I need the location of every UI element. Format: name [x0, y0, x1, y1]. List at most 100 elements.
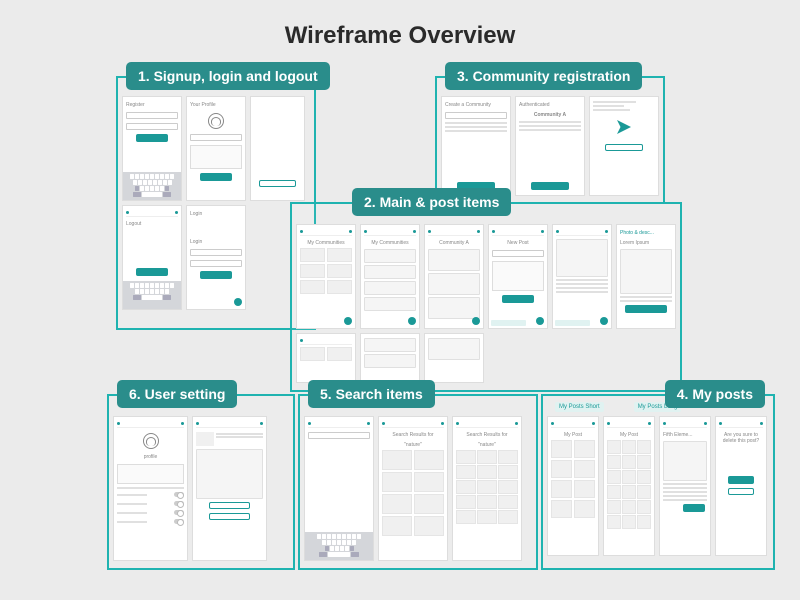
action-button [259, 180, 297, 187]
screen-settings-detail [192, 416, 267, 561]
section-my-posts: 4. My posts My Posts Short My Posts Long… [541, 394, 775, 570]
screen-new-post: New Post [488, 224, 548, 329]
text-line [519, 125, 581, 127]
screen-heading: Community A [428, 240, 480, 246]
text-line [556, 283, 608, 285]
screen-heading: My Communities [364, 240, 416, 246]
auth-button [531, 182, 568, 190]
screen-post-view: Fifth Eleme... [659, 416, 711, 556]
section-community-registration: 3. Community registration Create a Commu… [435, 76, 665, 204]
post-button [502, 295, 533, 303]
text-line [620, 296, 672, 298]
search-term: "nature" [382, 442, 444, 448]
fab-icon [600, 317, 608, 325]
text-line [519, 129, 581, 131]
setting-row [117, 491, 184, 498]
screen-my-post-thumbs: My Post [547, 416, 599, 556]
screen-heading: Your Profile [190, 102, 242, 108]
text-line [556, 279, 608, 281]
screen-heading: Login [190, 211, 242, 217]
section-label-5: 5. Search items [308, 380, 435, 408]
submit-button [136, 134, 167, 142]
section-main-post-items: 2. Main & post items My Communities My C… [290, 202, 682, 392]
setting-row [117, 509, 184, 516]
setting-row [117, 500, 184, 507]
screen-community-created [589, 96, 659, 196]
screen-heading: My Post [607, 432, 651, 438]
section-signup-login-logout: 1. Signup, login and logout Register You… [116, 76, 316, 330]
screen-post-detail [552, 224, 612, 329]
post-title: Fifth Eleme... [663, 432, 707, 438]
screen-delete-confirm: Are you sure to delete this post? [715, 416, 767, 556]
fab-icon [536, 317, 544, 325]
screen-heading: Authenticated [519, 102, 581, 108]
thumb [196, 432, 214, 446]
keyboard-mock [123, 281, 181, 309]
title-field [492, 250, 544, 257]
screen-partial [296, 333, 356, 383]
list-item [364, 249, 416, 263]
input-field [445, 112, 507, 119]
continue-button [605, 144, 642, 151]
screen-logout: Logout [122, 205, 182, 310]
text-line [445, 130, 507, 132]
paper-plane-icon [617, 120, 631, 134]
screen-my-post-grid3: My Post [603, 416, 655, 556]
screen-heading: Logout [126, 221, 178, 227]
screen-login: Login Login [186, 205, 246, 310]
body-textarea [492, 261, 544, 291]
post-card [428, 297, 480, 319]
photo-placeholder [620, 249, 672, 294]
screen-create-community: Create a Community [441, 96, 511, 196]
post-image [663, 441, 707, 481]
input-field [190, 249, 242, 256]
preview-card [196, 449, 263, 499]
screen-search-results-grid: Search Results for "nature" [378, 416, 448, 561]
post-title: Lorem Ipsum [620, 240, 672, 246]
community-cell [300, 264, 325, 278]
edit-button [683, 504, 705, 512]
section-label-3: 3. Community registration [445, 62, 642, 90]
results-heading: Search Results for [382, 432, 444, 438]
section-label-4: 4. My posts [665, 380, 765, 408]
toggle-icon [174, 492, 184, 497]
text-line [620, 300, 672, 302]
fab-icon [408, 317, 416, 325]
screen-heading: Create a Community [445, 102, 507, 108]
screen-partial [424, 333, 484, 383]
screen-search-input [304, 416, 374, 561]
cancel-button [728, 488, 754, 495]
screen-register: Register [122, 96, 182, 201]
status-dot [126, 211, 129, 214]
action-button [209, 513, 249, 520]
screen-my-communities-grid: My Communities [296, 224, 356, 329]
screen-partial [360, 333, 420, 383]
community-name: Community A [519, 112, 581, 118]
list-item [364, 297, 416, 311]
section-label-2: 2. Main & post items [352, 188, 511, 216]
input-field [190, 260, 242, 267]
screen-my-communities-list: My Communities [360, 224, 420, 329]
community-cell [300, 248, 325, 262]
screen-profile-settings: profile [113, 416, 188, 561]
post-card [428, 273, 480, 295]
avatar-icon [208, 113, 224, 129]
screen-your-profile: Your Profile [186, 96, 246, 201]
list-item [364, 281, 416, 295]
avatar-icon [143, 433, 159, 449]
confirm-button [728, 476, 754, 484]
community-cell [327, 248, 352, 262]
text-line [593, 101, 636, 103]
screen-heading: Register [126, 102, 178, 108]
text-line [445, 122, 507, 124]
input-field [126, 123, 178, 130]
keyboard-mock [305, 532, 373, 560]
setting-row [117, 518, 184, 525]
toggle-icon [174, 510, 184, 515]
text-line [519, 121, 581, 123]
bottom-bar [491, 320, 526, 326]
text-line [593, 105, 624, 107]
divider [117, 487, 184, 489]
screen-authenticate: Authenticated Community A [515, 96, 585, 196]
menu-dot [175, 211, 178, 214]
